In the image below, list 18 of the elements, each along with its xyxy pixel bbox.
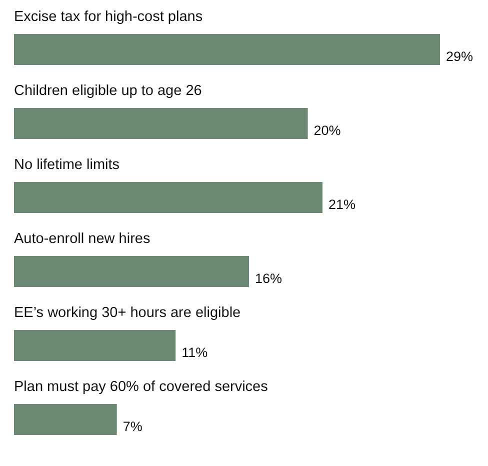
data-label: 11% (182, 345, 208, 360)
y-tick-label: Plan must pay 60% of covered services (14, 379, 268, 395)
bar (14, 404, 117, 435)
data-label: 21% (328, 197, 356, 212)
y-tick-label: EE’s working 30+ hours are eligible (14, 305, 241, 321)
y-tick-label: Children eligible up to age 26 (14, 83, 202, 99)
bar (14, 256, 250, 287)
y-tick-label: No lifetime limits (14, 157, 120, 173)
data-label: 20% (314, 123, 341, 138)
bar (14, 34, 440, 65)
bar (14, 108, 308, 139)
bar (14, 182, 322, 213)
y-tick-label: Excise tax for high-cost plans (14, 9, 203, 25)
data-label: 7% (122, 419, 142, 434)
data-label: 16% (255, 271, 282, 286)
data-label: 29% (446, 49, 474, 64)
bar (14, 330, 176, 361)
y-tick-label: Auto-enroll new hires (14, 231, 150, 247)
